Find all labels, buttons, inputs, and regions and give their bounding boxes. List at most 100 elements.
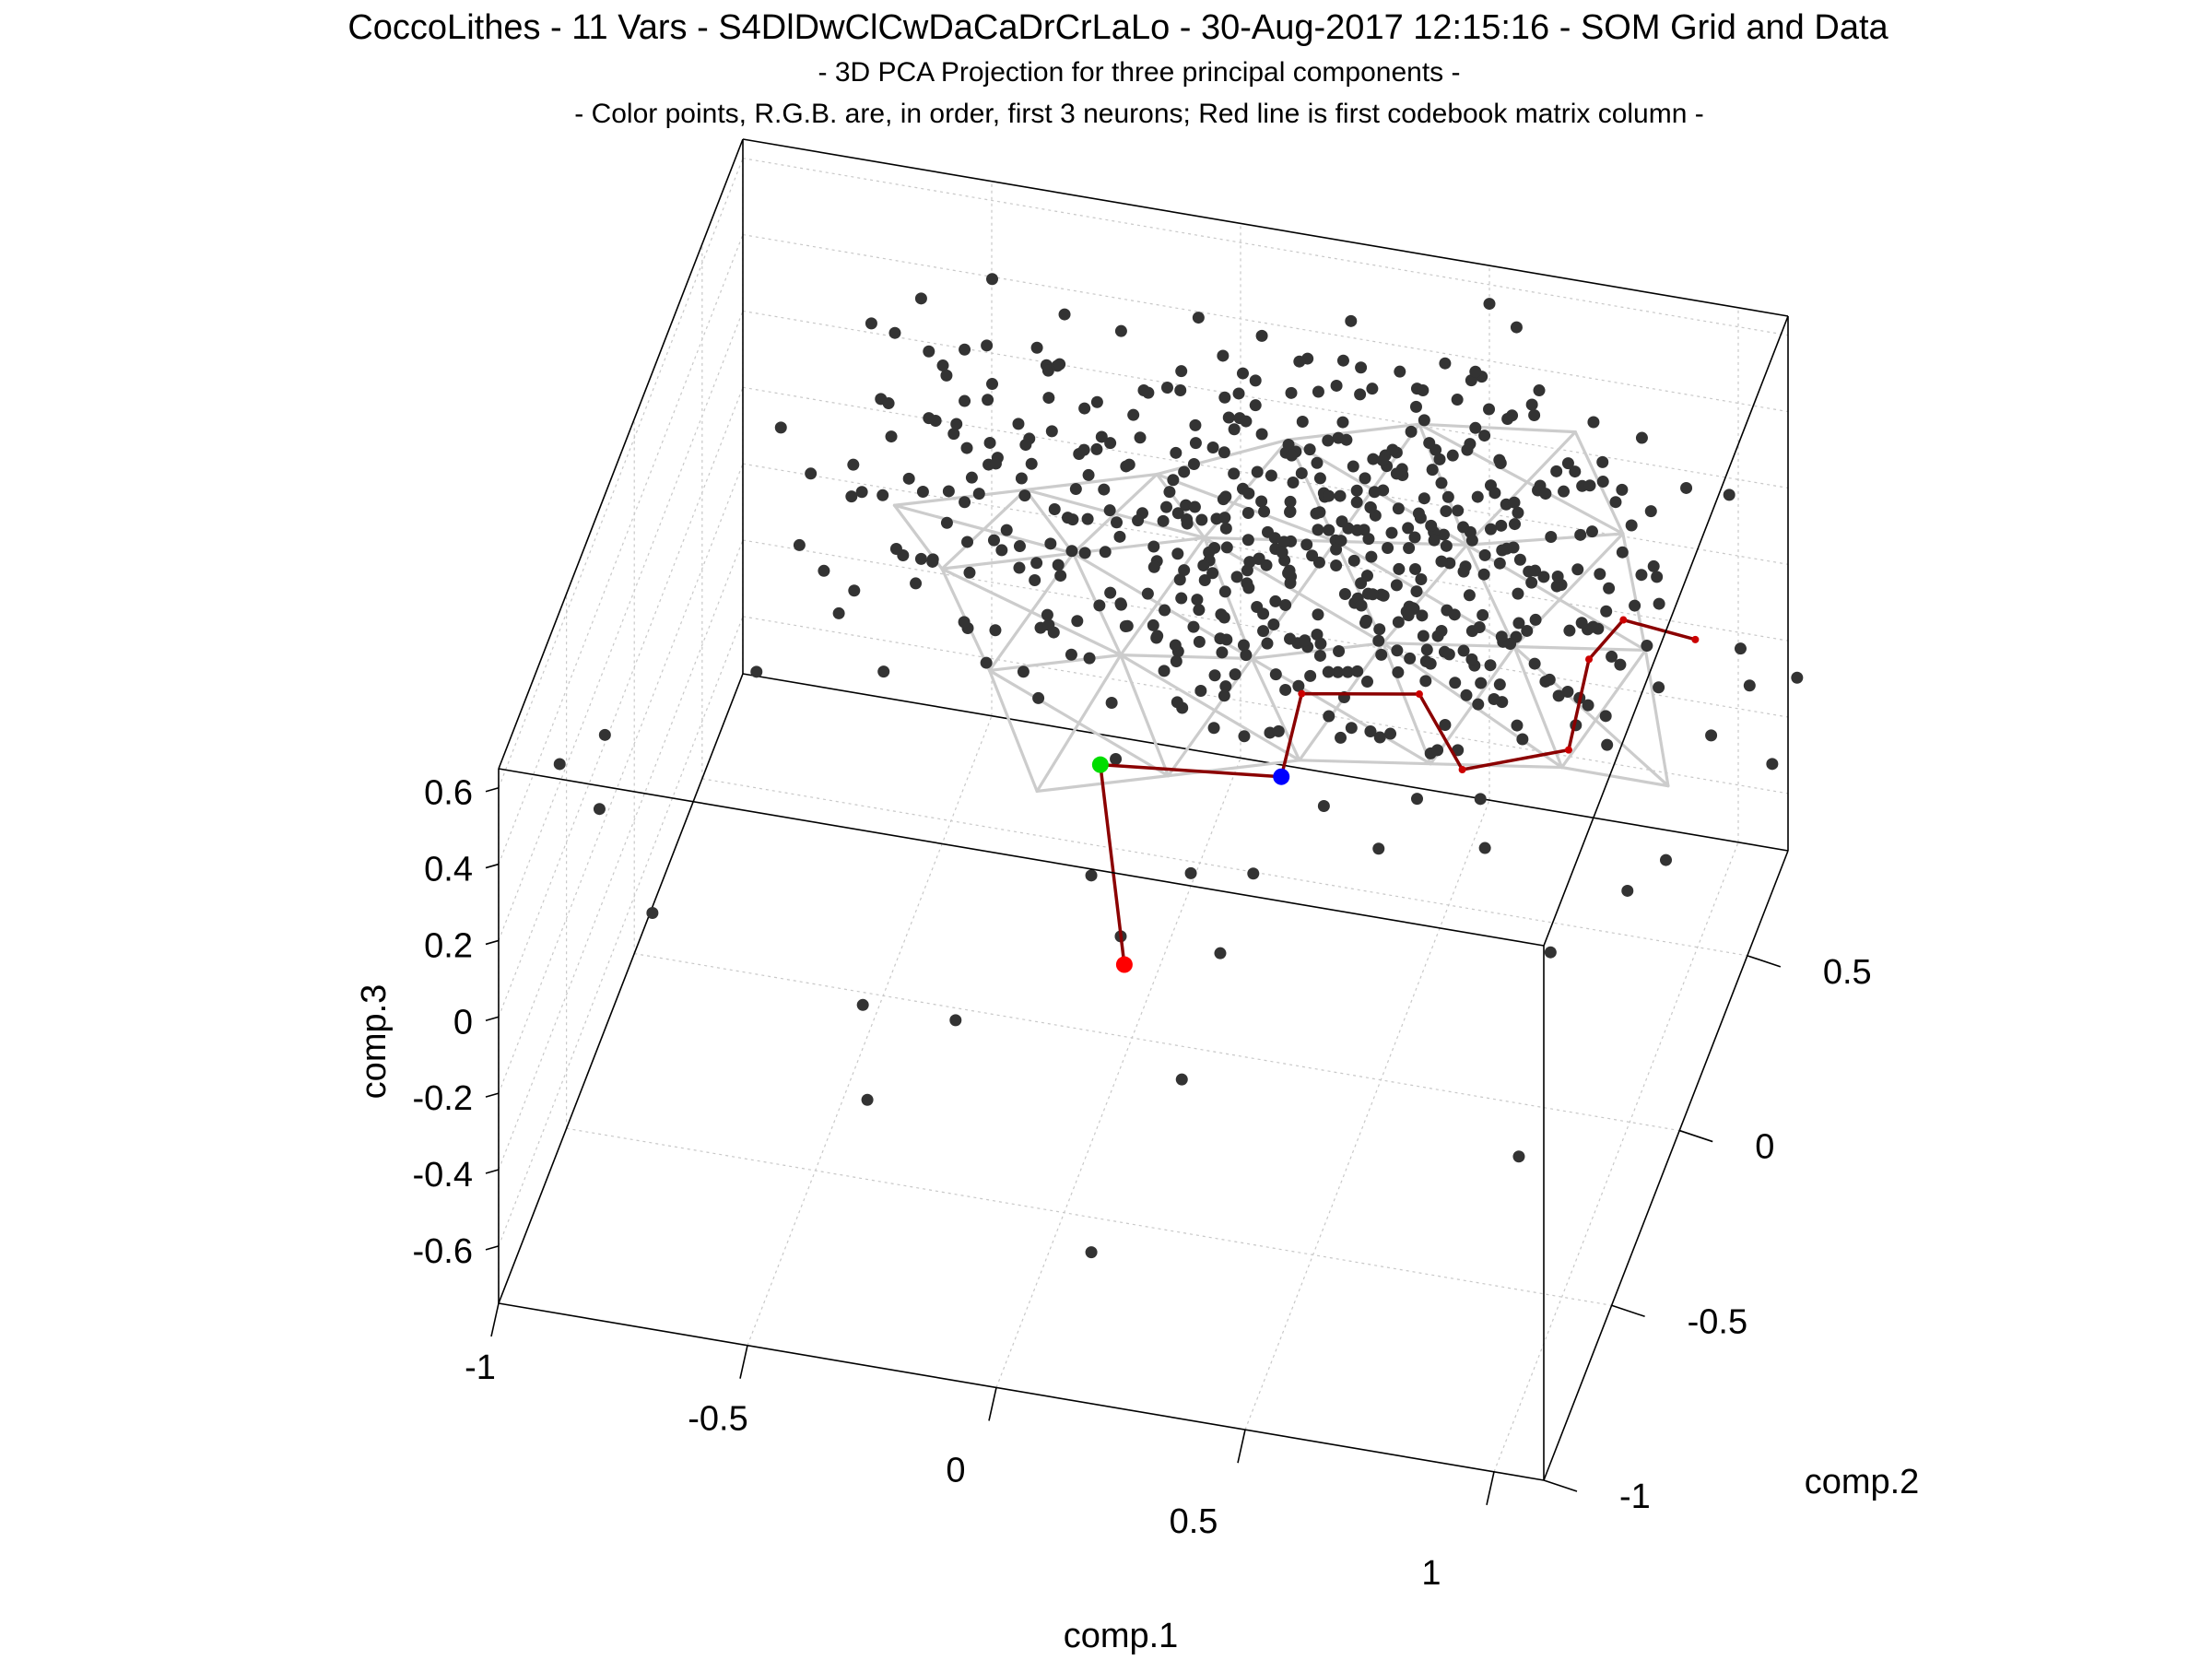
data-point [1323, 489, 1335, 502]
z-tick [485, 1169, 500, 1174]
data-point [1220, 541, 1233, 554]
data-point [942, 485, 955, 498]
data-point [1272, 724, 1285, 737]
som-edge [892, 488, 1028, 507]
x-tick-label: 0 [946, 1451, 965, 1489]
data-point [1147, 618, 1159, 631]
data-point [646, 907, 659, 920]
data-point [1187, 458, 1200, 471]
data-point [1614, 658, 1627, 671]
data-point [1184, 866, 1197, 879]
grid-line [498, 387, 744, 1018]
data-point [1341, 665, 1354, 678]
data-point [750, 665, 763, 678]
data-point [553, 758, 566, 771]
data-point [885, 430, 898, 443]
data-point [1323, 710, 1335, 723]
data-point [1218, 512, 1231, 524]
z-axis-label: comp.3 [355, 984, 394, 1100]
data-point [1599, 710, 1612, 723]
z-tick-label: -0.2 [413, 1079, 473, 1118]
data-point [1525, 398, 1538, 411]
data-point [1402, 522, 1415, 535]
data-point [1323, 524, 1335, 536]
z-tick [485, 1245, 500, 1251]
data-point [1483, 298, 1496, 311]
som-edge [1559, 765, 1670, 788]
data-point [995, 544, 1008, 557]
data-point [1457, 565, 1470, 578]
data-point [1647, 559, 1660, 572]
data-point [1510, 321, 1523, 334]
data-point [1513, 553, 1526, 566]
z-tick-label: 0.2 [424, 926, 473, 965]
box-back-edges [498, 138, 1789, 1304]
data-point [1340, 433, 1353, 446]
data-point [1284, 495, 1297, 508]
data-point [1440, 539, 1453, 552]
x-tick-label: 0.5 [1170, 1502, 1218, 1541]
data-point [865, 317, 877, 330]
x-tick [988, 1387, 997, 1421]
data-point [1111, 516, 1124, 529]
z-tick [485, 786, 500, 793]
data-point [1170, 654, 1182, 667]
data-point [1268, 532, 1281, 545]
codebook-line [1096, 616, 1700, 969]
data-point [1376, 453, 1389, 466]
data-point [1651, 571, 1664, 583]
som-edge [1512, 644, 1647, 653]
data-point [1175, 365, 1188, 378]
data-point [1488, 692, 1500, 705]
data-point [980, 656, 993, 669]
chart-subtitle: - 3D PCA Projection for three principal … [818, 57, 1461, 88]
z-tick [485, 939, 500, 946]
data-point [1495, 630, 1508, 643]
data-point [1018, 489, 1031, 502]
data-point [1170, 446, 1182, 459]
data-point [1440, 505, 1453, 518]
data-point [1390, 467, 1403, 480]
data-point [1475, 677, 1488, 689]
data-point [1175, 1073, 1188, 1086]
data-point [1507, 541, 1520, 554]
grid-line [498, 158, 744, 788]
data-point [1366, 383, 1379, 395]
data-point [940, 516, 953, 529]
som-edge [1119, 653, 1171, 778]
data-point [1417, 630, 1430, 642]
box-edge [742, 138, 1789, 317]
data-point [1181, 512, 1194, 525]
data-point [1448, 608, 1461, 621]
data-point [1463, 589, 1476, 602]
neuron-g [1091, 756, 1109, 773]
data-point [1054, 570, 1067, 583]
z-tick-label: -0.4 [413, 1156, 473, 1195]
data-point [1314, 637, 1327, 650]
data-point [1303, 443, 1316, 456]
data-point [1506, 409, 1519, 422]
som-edge [1298, 759, 1432, 766]
data-point [960, 441, 973, 454]
som-edge [1166, 759, 1301, 778]
data-point [1065, 648, 1077, 661]
data-point [598, 728, 611, 741]
data-point [1147, 560, 1160, 573]
grid-line [498, 539, 744, 1171]
data-point [1110, 753, 1123, 766]
data-point [1077, 443, 1090, 456]
data-point [1477, 568, 1490, 581]
data-point [1653, 597, 1665, 610]
data-point [1512, 506, 1524, 519]
data-point [1160, 500, 1172, 513]
data-point [1336, 416, 1349, 429]
data-point [1300, 538, 1313, 551]
data-point [1082, 468, 1095, 481]
data-point [1048, 503, 1061, 516]
data-point [1596, 476, 1609, 489]
data-point [1478, 842, 1491, 854]
data-point [1192, 312, 1205, 324]
data-point [1350, 496, 1363, 509]
data-point [1219, 522, 1232, 535]
data-point [1418, 492, 1430, 505]
